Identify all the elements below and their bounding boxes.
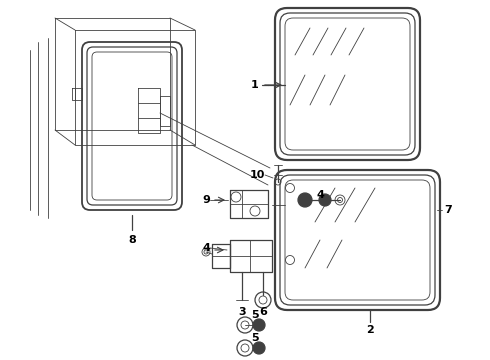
Circle shape (256, 322, 262, 328)
Text: 4: 4 (202, 243, 210, 253)
Text: 2: 2 (366, 325, 374, 335)
Text: 3: 3 (238, 307, 246, 317)
Text: 7: 7 (444, 205, 452, 215)
Circle shape (253, 342, 265, 354)
Text: 8: 8 (128, 235, 136, 245)
Text: 5: 5 (251, 333, 259, 343)
Circle shape (256, 345, 262, 351)
Circle shape (298, 193, 312, 207)
Text: 10: 10 (249, 170, 265, 180)
Text: 5: 5 (251, 310, 259, 320)
Circle shape (319, 194, 331, 206)
Text: 4: 4 (316, 190, 324, 200)
Text: 1: 1 (250, 80, 258, 90)
Text: 6: 6 (259, 307, 267, 317)
Circle shape (253, 319, 265, 331)
Text: 9: 9 (202, 195, 210, 205)
